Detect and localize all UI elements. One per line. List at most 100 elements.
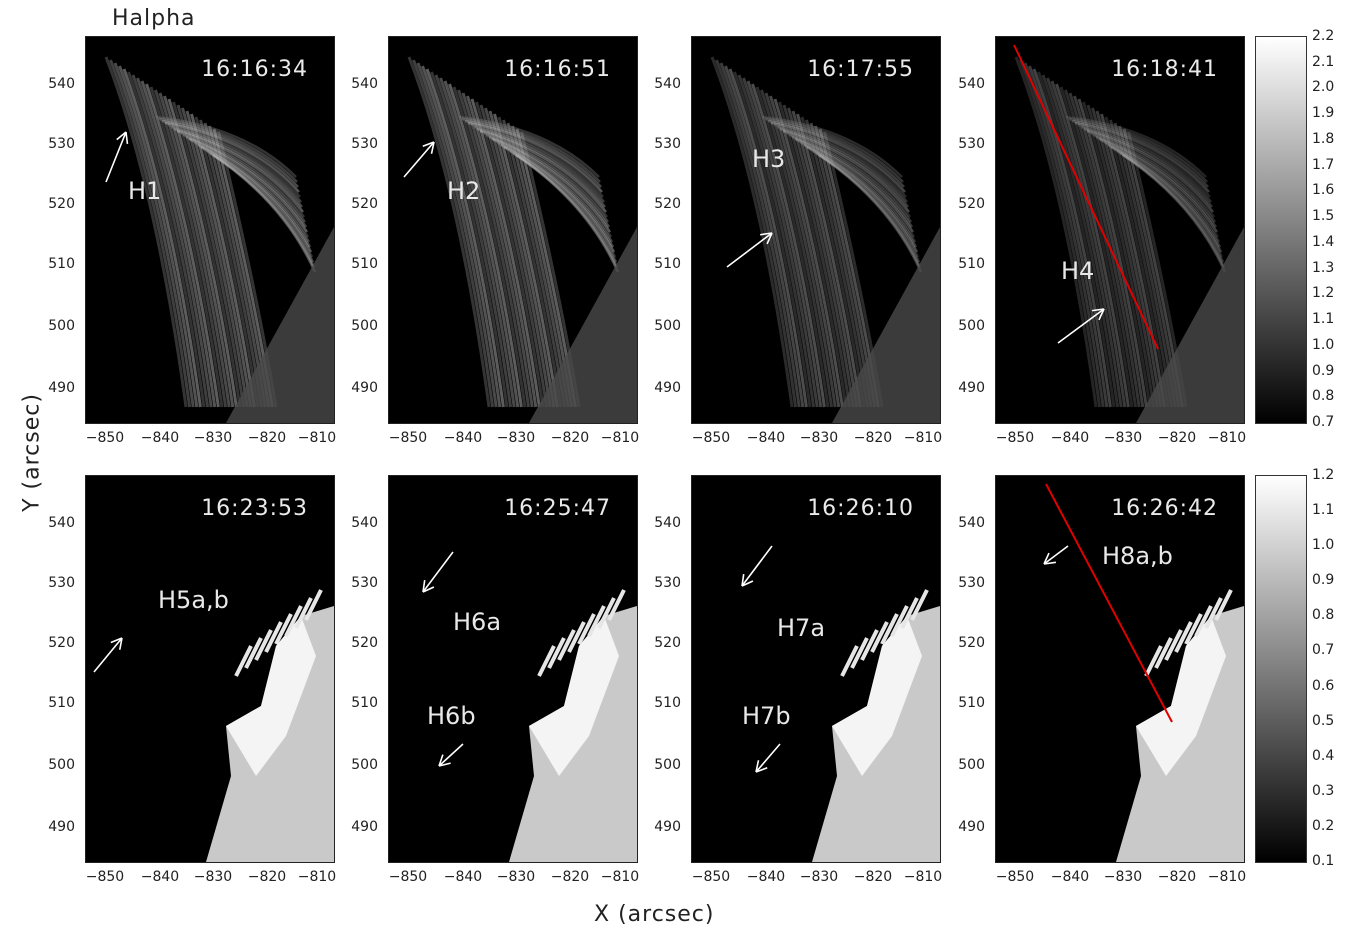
x-tick-label: −820 <box>853 430 893 446</box>
colorbar-tick-label: 2.1 <box>1312 53 1335 70</box>
x-tick-label: −850 <box>995 869 1035 885</box>
colorbar-tick-label: 0.9 <box>1312 572 1335 589</box>
colorbar-tick-label: 1.7 <box>1312 156 1335 173</box>
x-tick-label: −830 <box>799 430 839 446</box>
y-tick-label: 540 <box>654 515 681 531</box>
x-tick-label: −820 <box>247 869 287 885</box>
colorbar-tick-label: 1.1 <box>1312 311 1335 328</box>
y-tick-label: 530 <box>958 575 985 591</box>
x-tick-label: −840 <box>746 869 786 885</box>
y-tick-label: 500 <box>958 318 985 334</box>
x-tick-label: −810 <box>903 430 943 446</box>
colorbar-tick-label: 2.2 <box>1312 28 1335 44</box>
y-tick-label: 510 <box>48 695 75 711</box>
x-tick-label: −820 <box>1157 869 1197 885</box>
x-tick-label: −810 <box>1207 869 1247 885</box>
colorbar-tick-label: 1.9 <box>1312 105 1335 122</box>
x-tick-label: −840 <box>443 430 483 446</box>
y-tick-label: 510 <box>351 695 378 711</box>
x-tick-label: −840 <box>746 430 786 446</box>
x-tick-label: −820 <box>1157 430 1197 446</box>
y-tick-label: 540 <box>654 76 681 92</box>
feature-label: H8a,b <box>1102 542 1173 570</box>
x-tick-label: −840 <box>1050 430 1090 446</box>
y-tick-label: 530 <box>654 136 681 152</box>
colorbar-tick-label: 1.2 <box>1312 467 1335 483</box>
y-tick-label: 520 <box>958 635 985 651</box>
x-tick-label: −810 <box>297 430 337 446</box>
y-tick-label: 520 <box>48 196 75 212</box>
panel-timestamp: 16:25:47 <box>504 496 611 521</box>
y-tick-label: 520 <box>351 196 378 212</box>
image-panel: 16:18:41 H4 <box>995 36 1245 424</box>
panel-image <box>104 56 334 423</box>
y-axis-title: Y (arcsec) <box>19 393 45 512</box>
colorbar-tick-label: 0.6 <box>1312 677 1335 694</box>
image-panel: 16:25:47 H6a H6b <box>388 475 638 863</box>
feature-label: H7b <box>742 702 791 730</box>
colorbar-tick-label: 1.2 <box>1312 285 1335 302</box>
colorbar-tick-label: 0.9 <box>1312 362 1335 379</box>
colorbar-tick-label: 1.3 <box>1312 259 1335 276</box>
x-tick-label: −810 <box>600 869 640 885</box>
arrow-marker <box>105 131 129 183</box>
colorbar-tick-label: 0.2 <box>1312 817 1335 834</box>
colorbar-tick-label: 0.5 <box>1312 712 1335 729</box>
colorbar-tick-label: 0.7 <box>1312 642 1335 659</box>
y-tick-label: 530 <box>654 575 681 591</box>
y-tick-label: 540 <box>48 76 75 92</box>
image-panel: 16:26:42 H8a,b <box>995 475 1245 863</box>
y-tick-label: 510 <box>958 256 985 272</box>
arrow-marker <box>438 743 464 767</box>
y-tick-label: 530 <box>958 136 985 152</box>
y-tick-label: 540 <box>351 515 378 531</box>
colorbar-tick-label: 0.3 <box>1312 782 1335 799</box>
y-tick-label: 490 <box>958 380 985 396</box>
arrow-marker <box>93 637 123 673</box>
colorbar-tick-label: 0.4 <box>1312 747 1335 764</box>
colorbar-tick-label: 1.5 <box>1312 208 1335 225</box>
x-tick-label: −840 <box>140 869 180 885</box>
x-tick-label: −840 <box>1050 869 1090 885</box>
feature-label: H3 <box>752 145 786 173</box>
feature-label: H1 <box>128 177 162 205</box>
y-tick-label: 540 <box>958 76 985 92</box>
colorbar-tick-label: 1.4 <box>1312 233 1335 250</box>
panel-image <box>422 551 637 862</box>
y-tick-label: 500 <box>351 318 378 334</box>
x-tick-label: −830 <box>1103 430 1143 446</box>
x-tick-label: −820 <box>550 430 590 446</box>
y-tick-label: 540 <box>351 76 378 92</box>
colorbar-tick-label: 0.1 <box>1312 853 1335 869</box>
panel-timestamp: 16:23:53 <box>201 496 308 521</box>
x-tick-label: −850 <box>85 869 125 885</box>
colorbar <box>1255 475 1307 863</box>
panel-timestamp: 16:18:41 <box>1111 57 1218 82</box>
y-tick-label: 520 <box>654 635 681 651</box>
colorbar-tick-label: 0.8 <box>1312 607 1335 624</box>
panel-image <box>403 56 637 423</box>
y-tick-label: 510 <box>654 256 681 272</box>
y-tick-label: 490 <box>351 380 378 396</box>
panel-timestamp: 16:16:51 <box>504 57 611 82</box>
panel-image <box>710 56 940 423</box>
x-tick-label: −830 <box>193 869 233 885</box>
colorbar-tick-label: 0.7 <box>1312 414 1335 430</box>
red-guide-line <box>1013 44 1159 350</box>
panel-image <box>1043 483 1244 862</box>
x-tick-label: −830 <box>193 430 233 446</box>
arrow-marker <box>726 232 773 268</box>
feature-label: H7a <box>777 614 826 642</box>
y-tick-label: 520 <box>351 635 378 651</box>
y-tick-label: 490 <box>48 819 75 835</box>
arrow-marker <box>1057 308 1105 344</box>
y-tick-label: 530 <box>351 136 378 152</box>
x-tick-label: −850 <box>691 430 731 446</box>
y-tick-label: 530 <box>48 136 75 152</box>
y-tick-label: 520 <box>48 635 75 651</box>
y-tick-label: 500 <box>654 757 681 773</box>
x-tick-label: −810 <box>600 430 640 446</box>
arrow-marker <box>1043 545 1069 565</box>
y-tick-label: 530 <box>351 575 378 591</box>
